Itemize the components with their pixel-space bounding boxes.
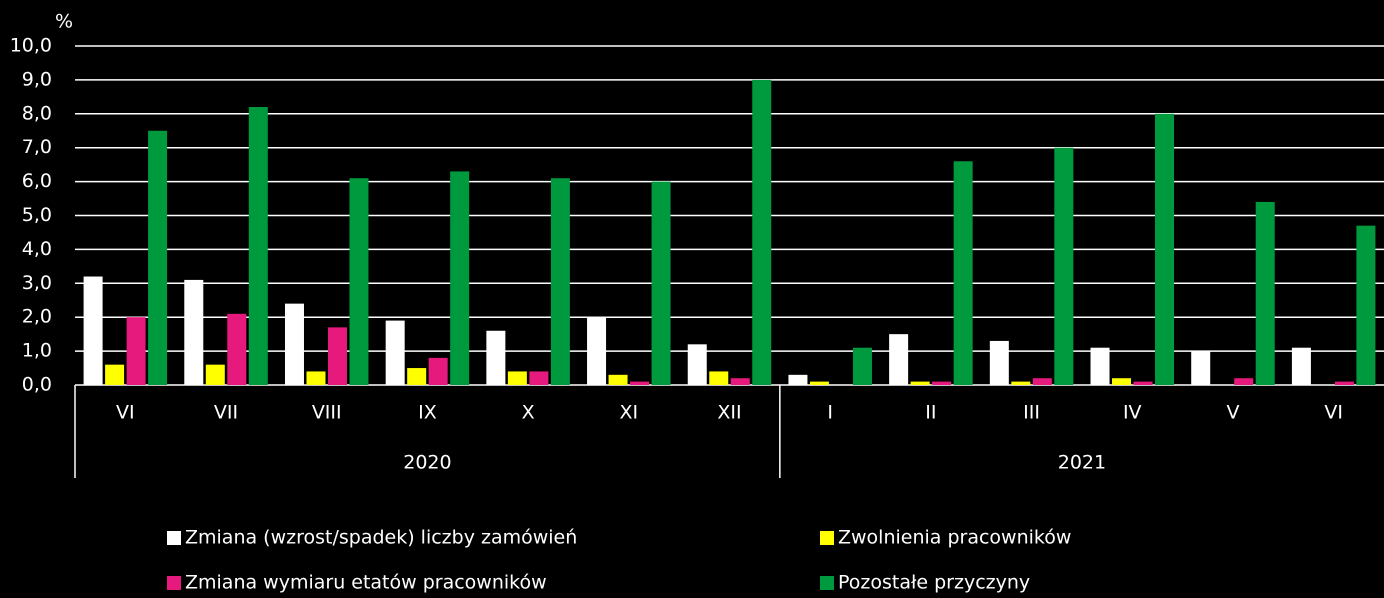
x-group-label: 2021 <box>1058 452 1106 474</box>
bar <box>1112 378 1132 385</box>
y-tick-label: 2,0 <box>22 306 52 328</box>
x-tick-label: X <box>522 402 535 424</box>
bar <box>1356 225 1376 385</box>
legend-swatch <box>820 531 834 545</box>
x-group-label: 2020 <box>403 452 451 474</box>
bar <box>910 381 930 385</box>
bar <box>1133 381 1153 385</box>
bar <box>587 317 607 385</box>
bar <box>709 371 729 385</box>
bar <box>349 178 369 385</box>
bar <box>630 381 650 385</box>
x-tick-label: I <box>827 402 833 424</box>
bar <box>148 130 168 385</box>
bar <box>1054 147 1074 385</box>
bar <box>550 178 570 385</box>
bar <box>306 371 326 385</box>
bar <box>852 347 872 385</box>
x-tick-label: VI <box>116 402 135 424</box>
legend-label: Zmiana wymiaru etatów pracowników <box>185 572 547 594</box>
y-tick-label: 6,0 <box>22 170 52 192</box>
bar <box>428 357 448 385</box>
legend-label: Pozostałe przyczyny <box>838 572 1030 594</box>
bar <box>1090 347 1110 385</box>
bar <box>407 368 427 385</box>
bar <box>730 378 750 385</box>
bar <box>385 320 405 385</box>
bar <box>1032 378 1052 385</box>
bar <box>1155 113 1175 386</box>
bar <box>889 334 909 385</box>
bar <box>227 313 247 385</box>
bar <box>284 303 304 385</box>
y-tick-label: 9,0 <box>22 68 52 90</box>
bar <box>83 276 103 385</box>
y-tick-label: 10,0 <box>10 35 52 57</box>
y-tick-label: 7,0 <box>22 136 52 158</box>
bar <box>1234 378 1254 385</box>
legend-swatch <box>167 576 181 590</box>
bar <box>450 171 470 385</box>
x-tick-label: VIII <box>312 402 342 424</box>
bar <box>205 364 225 385</box>
y-tick-label: 1,0 <box>22 340 52 362</box>
bar <box>248 107 268 386</box>
bar <box>184 279 204 385</box>
y-axis-label: % <box>55 11 73 33</box>
bar <box>608 374 628 385</box>
x-tick-label: VI <box>1324 402 1343 424</box>
y-tick-label: 8,0 <box>22 102 52 124</box>
bar <box>507 371 527 385</box>
x-tick-label: II <box>925 402 936 424</box>
bar <box>953 161 973 385</box>
x-tick-label: VII <box>214 402 238 424</box>
bar <box>989 340 1009 385</box>
y-tick-label: 3,0 <box>22 272 52 294</box>
bar <box>932 381 952 385</box>
y-tick-label: 0,0 <box>22 374 52 396</box>
bar <box>1334 381 1354 385</box>
x-tick-label: IX <box>418 402 437 424</box>
y-tick-label: 4,0 <box>22 238 52 260</box>
bar <box>651 181 671 385</box>
bar <box>788 374 808 385</box>
bar <box>126 317 146 385</box>
bar <box>327 327 347 385</box>
bar <box>1291 347 1311 385</box>
x-tick-label: V <box>1226 402 1239 424</box>
bar <box>486 330 506 385</box>
x-tick-label: XII <box>717 402 741 424</box>
bar <box>529 371 549 385</box>
legend-swatch <box>820 576 834 590</box>
y-tick-label: 5,0 <box>22 204 52 226</box>
bar <box>752 79 772 386</box>
bar <box>809 381 829 385</box>
bar <box>105 364 125 385</box>
bar <box>1011 381 1031 385</box>
legend-label: Zwolnienia pracowników <box>838 527 1071 549</box>
bar <box>687 344 707 385</box>
legend-swatch <box>167 531 181 545</box>
bar <box>1255 201 1275 385</box>
bar <box>1191 351 1211 385</box>
x-tick-label: III <box>1023 402 1040 424</box>
legend-label: Zmiana (wzrost/spadek) liczby zamówień <box>185 527 577 549</box>
x-tick-label: XI <box>619 402 638 424</box>
x-tick-label: IV <box>1123 402 1142 424</box>
